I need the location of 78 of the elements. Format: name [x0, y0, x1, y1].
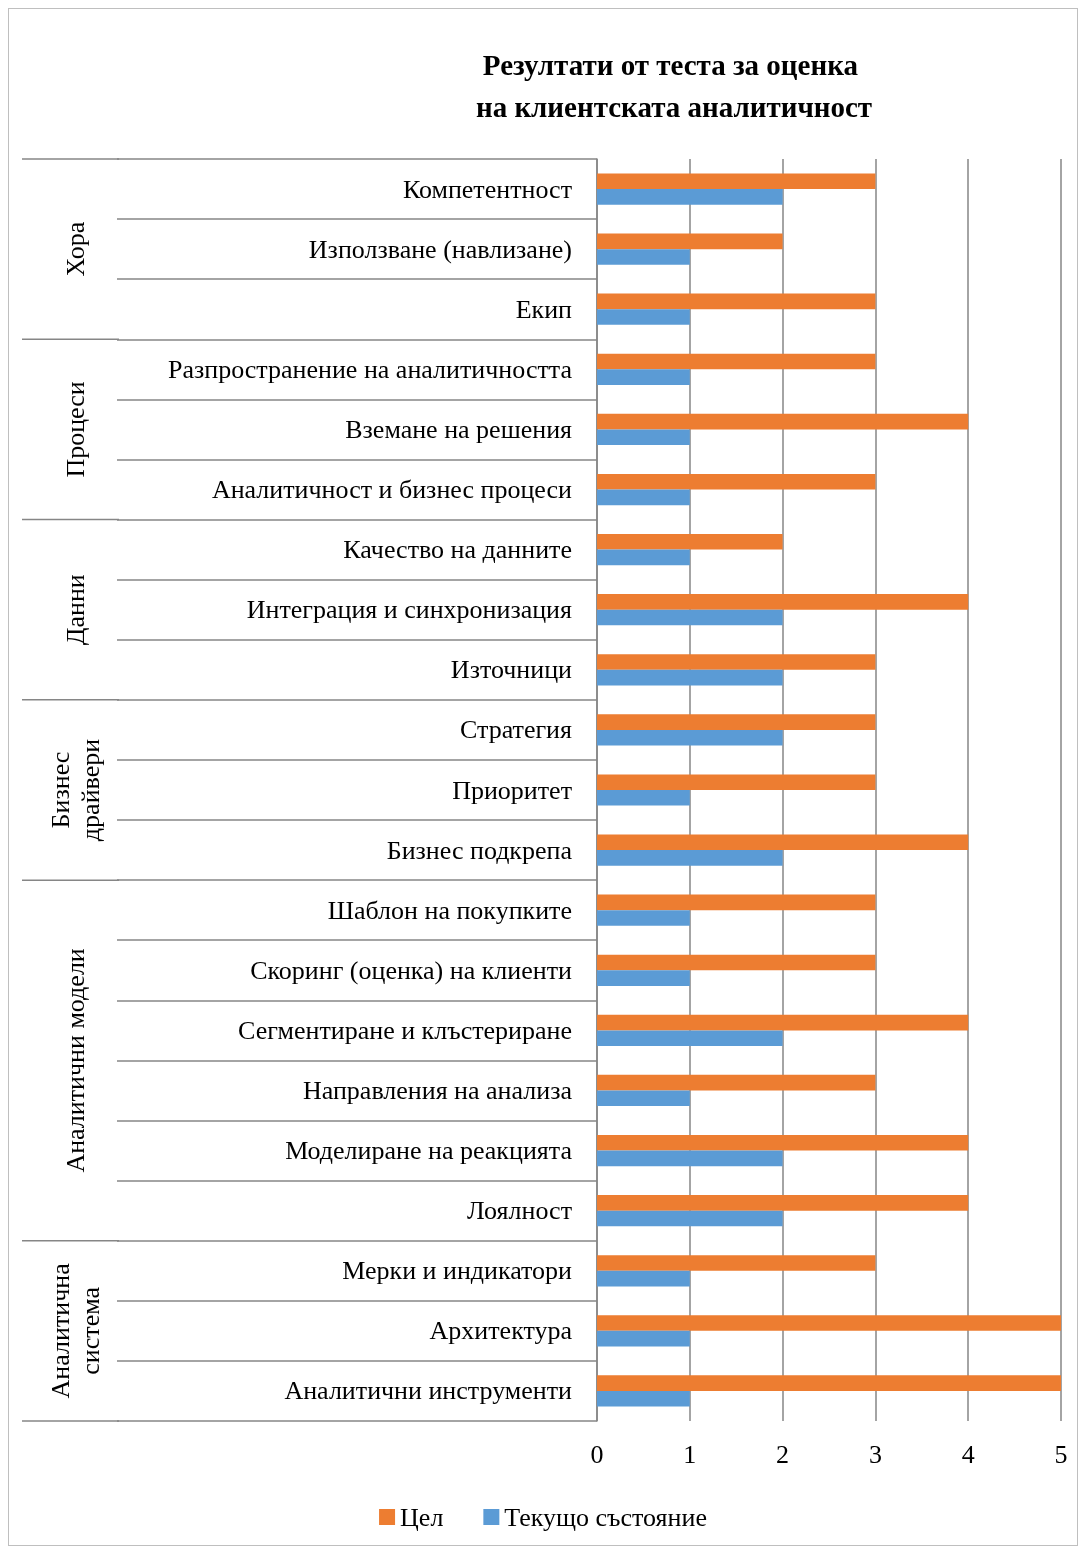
- text: Хора: [60, 221, 90, 277]
- y-tick-label: Моделиране на реакцията: [285, 1136, 573, 1166]
- y-tick-label: Мерки и индикатори: [342, 1256, 573, 1286]
- bar: [597, 1014, 969, 1031]
- bar: [597, 309, 690, 325]
- bar: [597, 850, 783, 866]
- y-tick-label: Аналитични инструменти: [284, 1376, 573, 1406]
- legend-label: Текущо състояние: [504, 1502, 707, 1532]
- y-tick-label: Архитектура: [429, 1316, 573, 1346]
- bar: [597, 189, 783, 205]
- y-tick-label: Скоринг (оценка) на клиенти: [250, 955, 573, 985]
- y-tick-label: Сегментиране и клъстериране: [237, 1015, 572, 1045]
- bar: [597, 654, 876, 670]
- bar: [597, 173, 876, 190]
- bar: [597, 609, 783, 626]
- x-tick-label: 5: [1054, 1439, 1068, 1469]
- x-tick-label: 0: [590, 1439, 604, 1469]
- legend-label: Цел: [400, 1502, 444, 1532]
- y-tick-label: Шаблон на покупките: [327, 895, 572, 925]
- y-tick-label: Източници: [450, 655, 573, 685]
- bar: [597, 1134, 969, 1151]
- y-tick-label: Качество на данните: [343, 535, 572, 565]
- bar: [597, 473, 876, 490]
- y-tick-label: Разпространение на аналитичността: [167, 354, 573, 384]
- y-tick-label: Аналитичност и бизнес процеси: [211, 475, 573, 505]
- chart-title: Резултати от теста за оценка на клиентската аналитичност: [475, 49, 873, 123]
- y-tick-label: Бизнес подкрепа: [386, 835, 573, 865]
- bar: [597, 1090, 690, 1107]
- bar: [597, 894, 876, 911]
- x-tick-label: 2: [776, 1439, 790, 1469]
- bar: [597, 353, 876, 370]
- bar: [597, 1195, 969, 1211]
- bar: [597, 1210, 783, 1227]
- y-tick-label: Компетентност: [402, 174, 572, 204]
- bar: [597, 1150, 783, 1167]
- y-tick-label: Приоритет: [452, 775, 572, 805]
- bar: [597, 429, 690, 446]
- bar: [597, 1330, 690, 1347]
- bar: [597, 413, 969, 430]
- y-tick-label: Направления на анализа: [302, 1075, 573, 1105]
- text: Бизнес драйвери: [45, 738, 105, 842]
- x-tick-label: 1: [683, 1439, 697, 1469]
- text: Данни: [60, 574, 90, 646]
- y-tick-label: Екип: [515, 294, 573, 324]
- y-tick-label: Вземане на решения: [345, 414, 573, 444]
- bar: [597, 594, 969, 610]
- bar: [597, 549, 690, 566]
- y-tick-label: Използване (навлизане): [308, 234, 572, 264]
- bar: [597, 729, 783, 746]
- bar: [597, 233, 783, 250]
- bar: [597, 790, 690, 806]
- x-tick-label: 4: [961, 1439, 975, 1469]
- bar: [597, 1074, 876, 1091]
- bar: [597, 714, 876, 730]
- bar: [597, 970, 690, 986]
- text: Процеси: [60, 381, 90, 478]
- bar: [597, 533, 783, 550]
- bar: [597, 489, 690, 506]
- bar: [597, 1270, 690, 1287]
- y-tick-label: Интеграция и синхронизация: [246, 595, 573, 625]
- bar: [597, 910, 690, 926]
- text: Аналитична система: [45, 1262, 105, 1399]
- bar: [597, 954, 876, 971]
- bar: [597, 1390, 690, 1407]
- text: Аналитични модели: [60, 948, 90, 1173]
- y-tick-label: Стратегия: [460, 715, 573, 745]
- bar: [597, 1255, 876, 1271]
- bar: [597, 249, 690, 265]
- bar: [597, 1375, 1061, 1391]
- bar: [597, 834, 969, 851]
- bar: [597, 1315, 1061, 1331]
- bar: [597, 774, 876, 790]
- bar: [597, 369, 690, 385]
- x-tick-label: 3: [868, 1439, 882, 1469]
- bar: [597, 1030, 783, 1047]
- bar: [597, 293, 876, 310]
- bar: [597, 669, 783, 686]
- y-tick-label: Лоялност: [467, 1196, 572, 1226]
